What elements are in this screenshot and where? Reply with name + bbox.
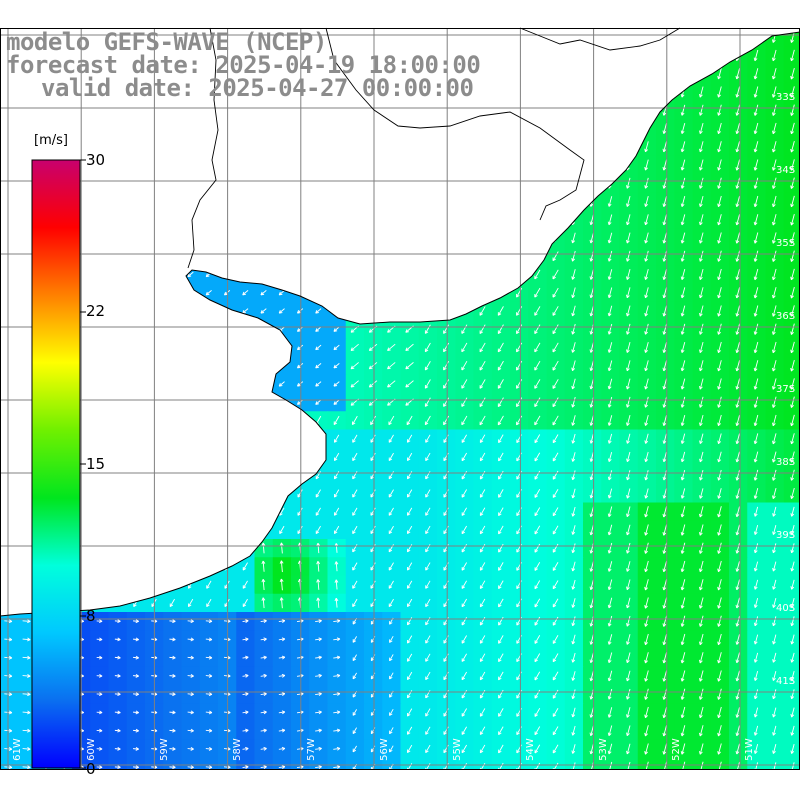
wind-speed-cell (783, 265, 800, 285)
colorbar-tick-label: 8 (86, 607, 96, 625)
wind-speed-cell (783, 320, 800, 339)
wind-speed-cell (783, 429, 800, 449)
colorbar-gradient (31, 159, 81, 769)
latitude-label: 41S (776, 676, 796, 687)
wind-speed-cell (783, 210, 800, 230)
wind-speed-cell (783, 374, 800, 394)
valid-date: valid date: 2025-04-27 00:00:00 (41, 74, 474, 102)
longitude-label: 58W (231, 738, 243, 761)
wind-speed-cell (783, 557, 800, 577)
colorbar-tick-label: 22 (86, 302, 106, 320)
longitude-label: 55W (451, 738, 463, 761)
longitude-label: 56W (378, 738, 390, 761)
wind-speed-cell (783, 46, 800, 66)
longitude-label: 54W (524, 738, 536, 761)
longitude-label: 51W (743, 738, 755, 761)
wind-speed-cell (783, 283, 800, 303)
wind-speed-cell (783, 411, 800, 431)
wind-speed-cell (783, 228, 800, 248)
colorbar-tick-label: 0 (86, 760, 96, 778)
colorbar-tick-label: 15 (86, 455, 106, 473)
wind-speed-cell (783, 155, 800, 175)
wind-speed-cell (783, 739, 800, 759)
wind-speed-cell (783, 630, 800, 650)
wind-speed-cell (783, 502, 800, 522)
wind-speed-cell (783, 703, 800, 723)
wind-speed-cell (783, 447, 800, 467)
longitude-label: 52W (670, 738, 682, 761)
wind-speed-cell (783, 82, 800, 102)
wind-speed-cell (783, 64, 800, 84)
wind-speed-cell (783, 174, 800, 193)
latitude-label: 38S (776, 457, 796, 468)
latitude-label: 34S (776, 165, 796, 176)
latitude-label: 39S (776, 530, 796, 541)
colorbar-unit-label: [m/s] (34, 133, 68, 148)
wind-speed-cell (783, 101, 800, 120)
wind-speed-cell (783, 539, 800, 558)
wind-speed-cell (783, 575, 800, 595)
wind-speed-cell (783, 393, 800, 412)
wind-speed-cell (783, 520, 800, 540)
wind-speed-cell (783, 484, 800, 504)
latitude-label: 36S (776, 311, 796, 322)
wind-speed-cell (783, 612, 800, 631)
wind-speed-cell (783, 137, 800, 157)
wind-speed-cell (783, 593, 800, 613)
longitude-label: 59W (158, 738, 170, 761)
colorbar-tick-label: 30 (86, 151, 106, 169)
wind-speed-cell (783, 119, 800, 139)
wind-speed-cell (783, 192, 800, 212)
latitude-label: 33S (776, 92, 796, 103)
colorbar (31, 159, 86, 769)
latitude-label: 40S (776, 603, 796, 614)
map-bottom-margin (0, 770, 800, 800)
latitude-label: 35S (776, 238, 796, 249)
wind-speed-cell (783, 338, 800, 358)
wind-speed-cell (783, 648, 800, 668)
wind-speed-cell (783, 721, 800, 741)
longitude-label: 57W (305, 738, 317, 761)
wind-speed-cell (783, 301, 800, 321)
wind-speed-cell (783, 466, 800, 485)
wind-speed-cell (783, 685, 800, 704)
wind-speed-cell (783, 247, 800, 266)
longitude-label: 61W (11, 738, 23, 761)
longitude-label: 60W (85, 738, 97, 761)
wind-speed-cell (783, 356, 800, 376)
latitude-label: 37S (776, 384, 796, 395)
longitude-label: 53W (597, 738, 609, 761)
wind-speed-cell (783, 666, 800, 686)
